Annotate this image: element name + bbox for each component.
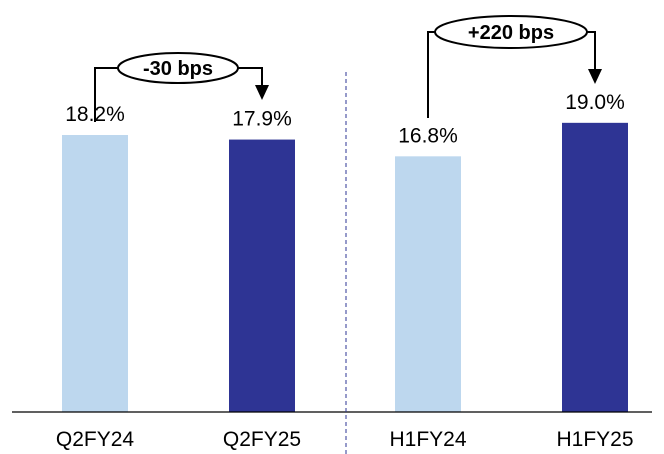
callout-bubble [434,15,588,49]
callouts-layer: -30 bps +220 bps [94,15,602,122]
bar-q2fy24 [62,135,128,412]
labels-layer: 18.2%Q2FY2417.9%Q2FY2516.8%H1FY2419.0%H1… [56,91,634,451]
bar-q2fy25 [229,139,295,412]
category-label: H1FY25 [556,428,633,451]
callout-label: -30 bps [143,58,213,80]
category-label: H1FY24 [389,428,466,451]
category-label: Q2FY24 [56,428,135,451]
category-label: Q2FY25 [223,428,301,451]
value-label: 16.8% [398,124,458,147]
value-label: 17.9% [232,108,292,131]
change-callout: +220 bps [427,15,602,118]
change-callout: -30 bps [94,52,269,122]
arrow-down-icon [588,69,602,84]
value-label: 19.0% [565,91,625,114]
bar-h1fy25 [562,122,628,412]
bar-h1fy24 [395,156,461,412]
callout-label: +220 bps [468,22,554,44]
arrow-down-icon [255,85,269,100]
bars-layer [62,122,628,412]
callout-bubble [117,52,239,84]
